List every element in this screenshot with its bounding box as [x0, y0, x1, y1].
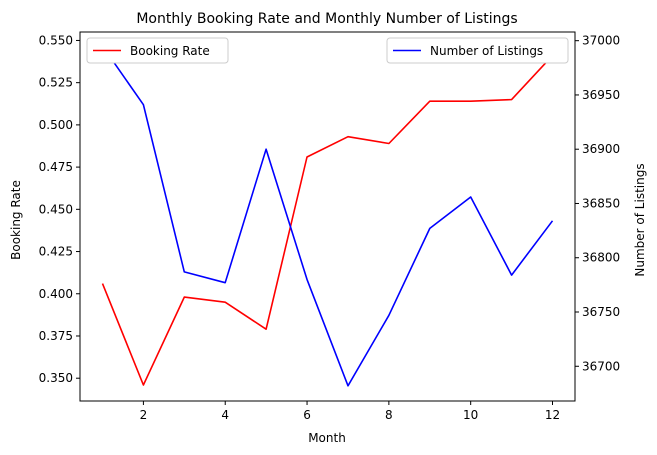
x-tick-label: 6 — [303, 408, 311, 422]
series-line-booking-rate — [101, 55, 554, 386]
left-y-tick-label: 0.475 — [39, 160, 73, 174]
legend-box — [386, 37, 569, 64]
x-tick-label: 10 — [463, 408, 478, 422]
x-axis-label: Month — [308, 431, 346, 445]
left-y-axis-ticks: 0.350 0.375 0.400 0.425 0.450 0.475 0.500 0.525… — [39, 33, 80, 385]
left-y-tick-label: 0.450 — [39, 202, 73, 216]
left-y-tick-label: 0.525 — [39, 76, 73, 90]
right-y-tick-label: 37000 — [582, 34, 620, 48]
left-y-tick-label: 0.425 — [39, 245, 73, 259]
left-y-axis-label: Booking Rate — [9, 180, 23, 260]
x-tick-label: 8 — [385, 408, 393, 422]
right-y-tick-label: 36700 — [582, 359, 620, 373]
legend-label-booking-rate: Booking Rate — [130, 44, 210, 58]
plot-frame — [79, 31, 576, 402]
right-y-tick-label: 36800 — [582, 251, 620, 265]
right-y-axis-ticks: 36700 36750 36800 36850 36900 36950 37000 — [575, 34, 620, 373]
x-tick-label: 12 — [545, 408, 560, 422]
series-lines — [101, 45, 554, 387]
left-y-tick-label: 0.500 — [39, 118, 73, 132]
left-y-tick-label: 0.350 — [39, 371, 73, 385]
right-y-tick-label: 36950 — [582, 88, 620, 102]
series-line-number-of-listings — [101, 45, 554, 387]
right-y-tick-label: 36900 — [582, 142, 620, 156]
chart-title: Monthly Booking Rate and Monthly Number … — [136, 11, 517, 27]
legend-box — [86, 37, 229, 64]
left-y-tick-label: 0.400 — [39, 287, 73, 301]
legend-label-number-of-listings: Number of Listings — [430, 44, 543, 58]
x-tick-label: 4 — [221, 408, 229, 422]
x-axis-ticks: 2 4 6 8 10 12 — [140, 401, 560, 422]
left-y-tick-label: 0.375 — [39, 329, 73, 343]
legend-number-of-listings: Number of Listings — [386, 37, 569, 64]
right-y-tick-label: 36850 — [582, 196, 620, 210]
legend-booking-rate: Booking Rate — [86, 37, 229, 64]
right-y-axis-label: Number of Listings — [633, 163, 647, 276]
left-y-tick-label: 0.550 — [39, 33, 73, 47]
x-tick-label: 2 — [140, 408, 148, 422]
right-y-tick-label: 36750 — [582, 305, 620, 319]
